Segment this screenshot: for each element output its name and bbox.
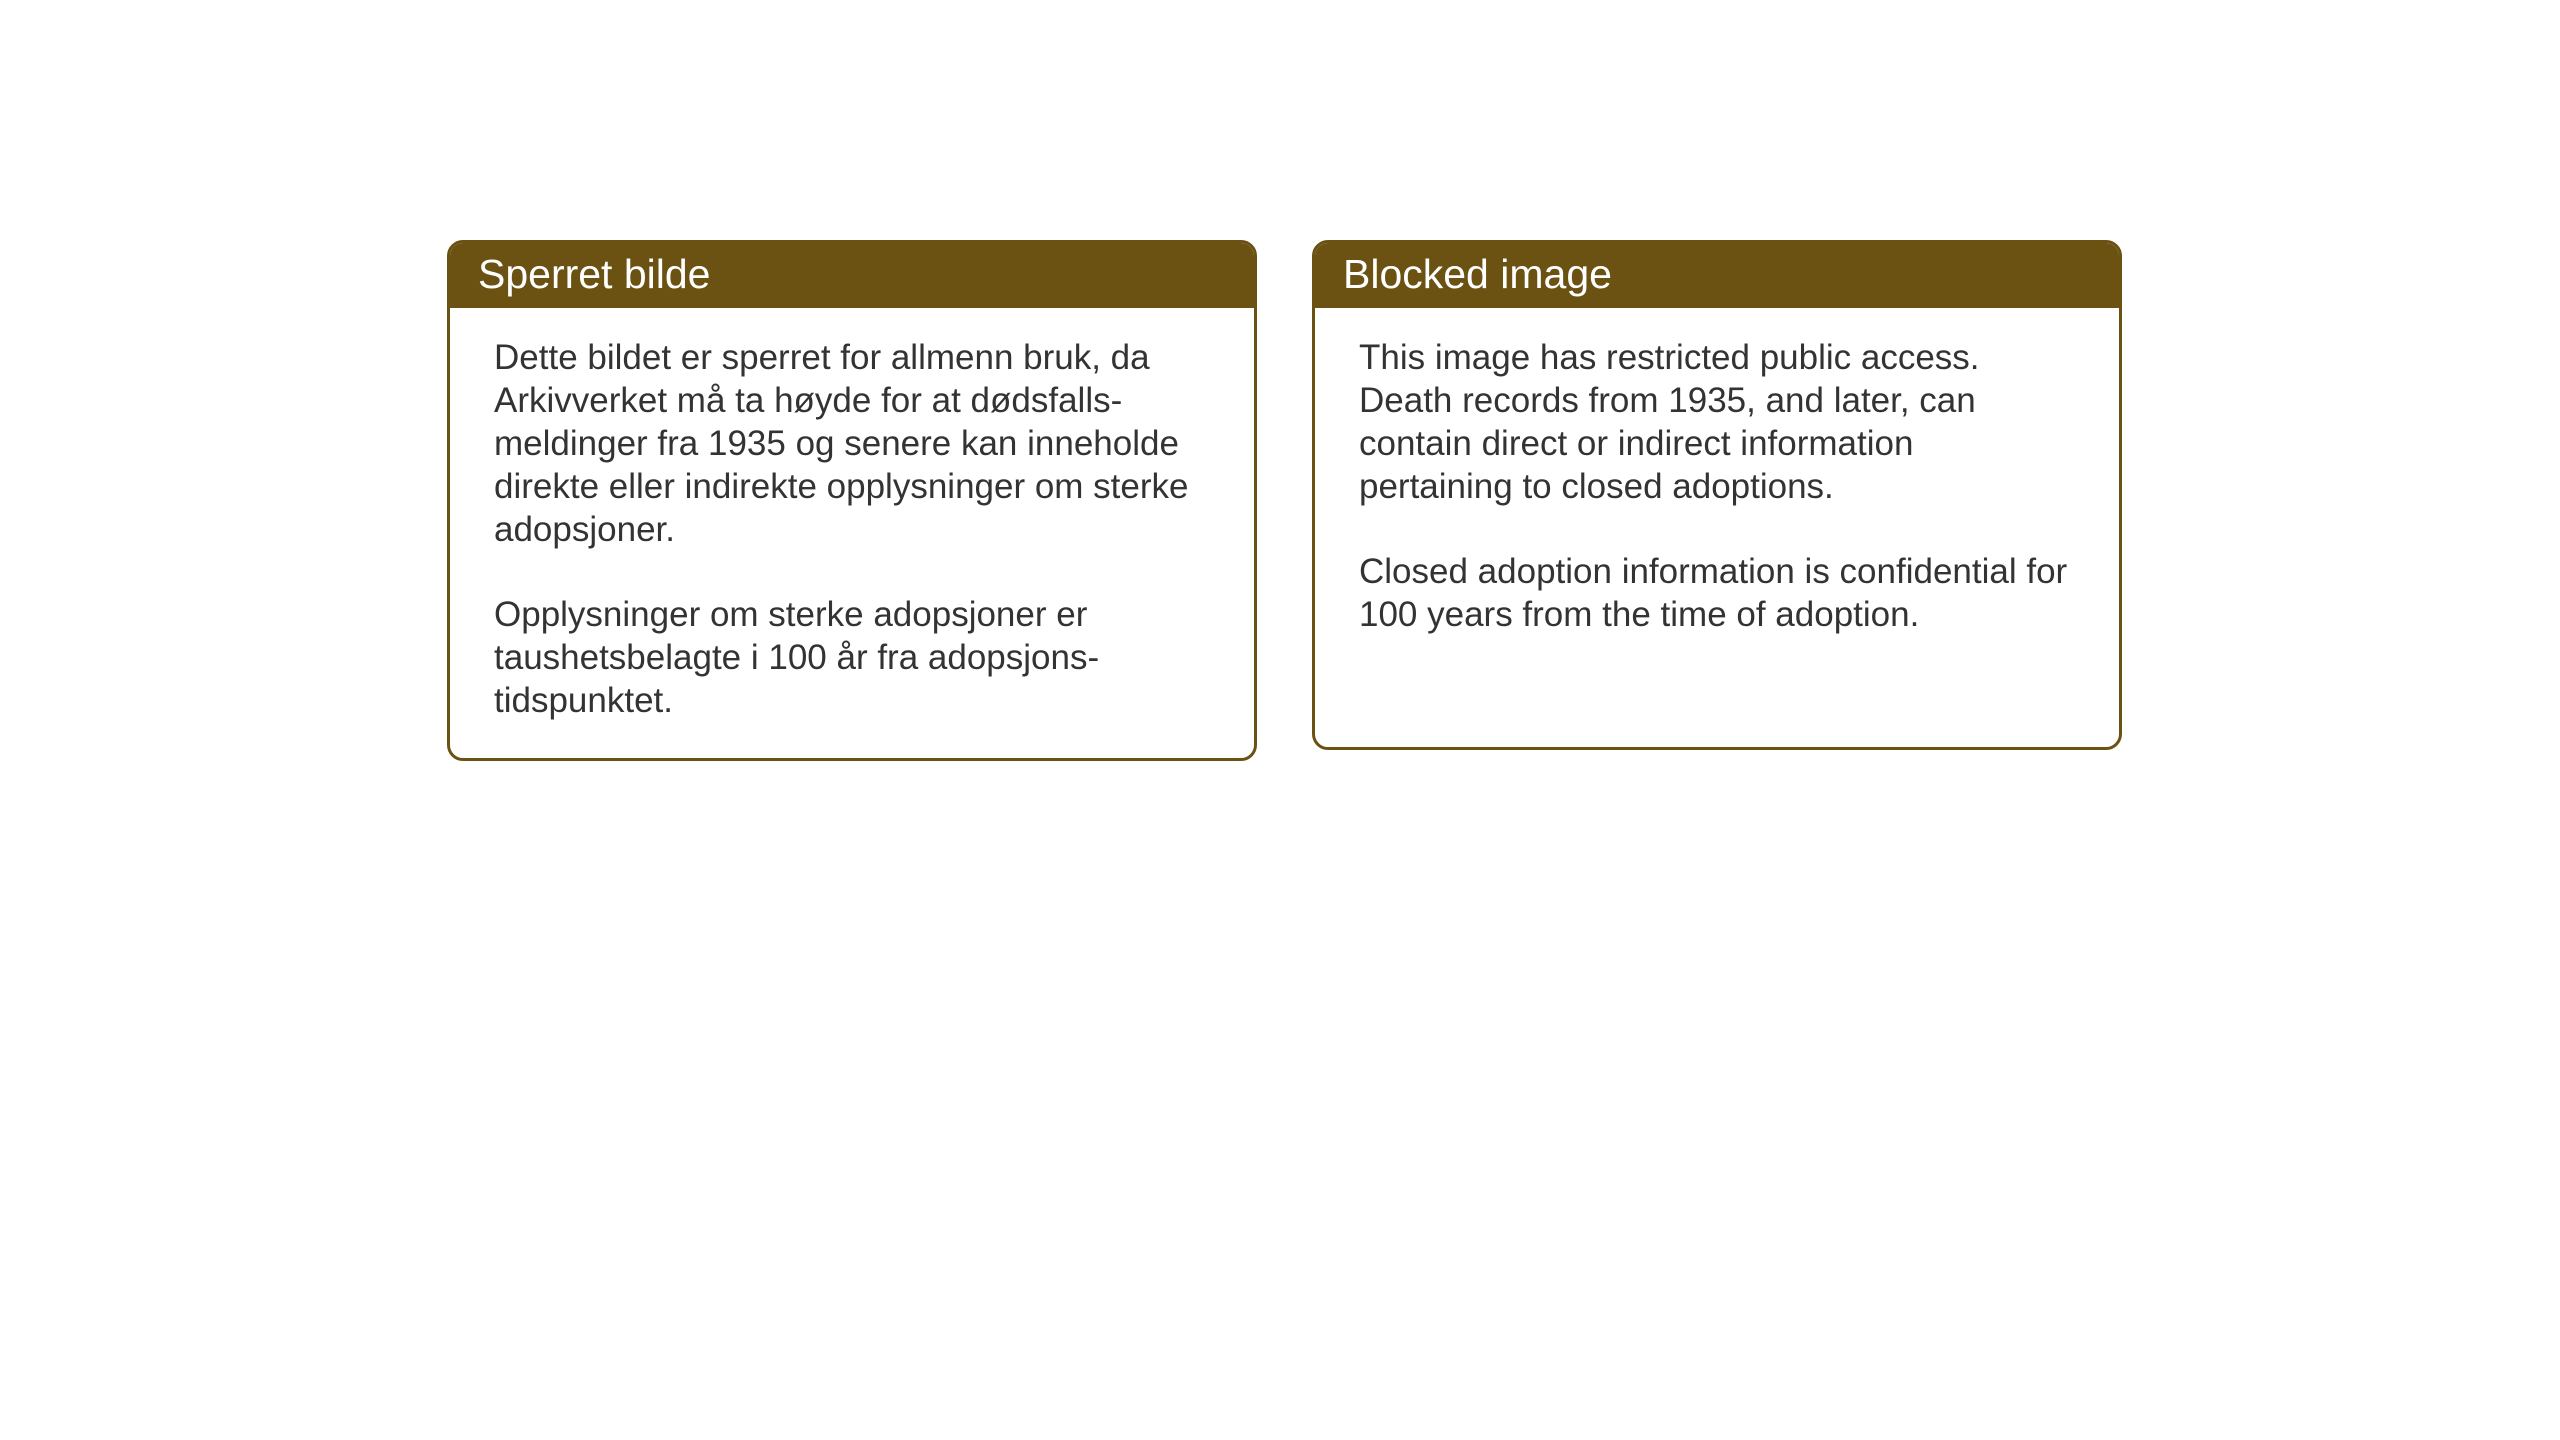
card-body-english: This image has restricted public access.… xyxy=(1315,308,2119,672)
card-body-norwegian: Dette bildet er sperret for allmenn bruk… xyxy=(450,308,1254,758)
card-header-english: Blocked image xyxy=(1315,243,2119,308)
norwegian-paragraph-1: Dette bildet er sperret for allmenn bruk… xyxy=(494,336,1210,551)
notice-card-norwegian: Sperret bilde Dette bildet er sperret fo… xyxy=(447,240,1257,761)
notice-cards-container: Sperret bilde Dette bildet er sperret fo… xyxy=(447,240,2122,761)
card-header-norwegian: Sperret bilde xyxy=(450,243,1254,308)
english-paragraph-1: This image has restricted public access.… xyxy=(1359,336,2075,508)
english-paragraph-2: Closed adoption information is confident… xyxy=(1359,550,2075,636)
notice-card-english: Blocked image This image has restricted … xyxy=(1312,240,2122,750)
norwegian-paragraph-2: Opplysninger om sterke adopsjoner er tau… xyxy=(494,593,1210,722)
